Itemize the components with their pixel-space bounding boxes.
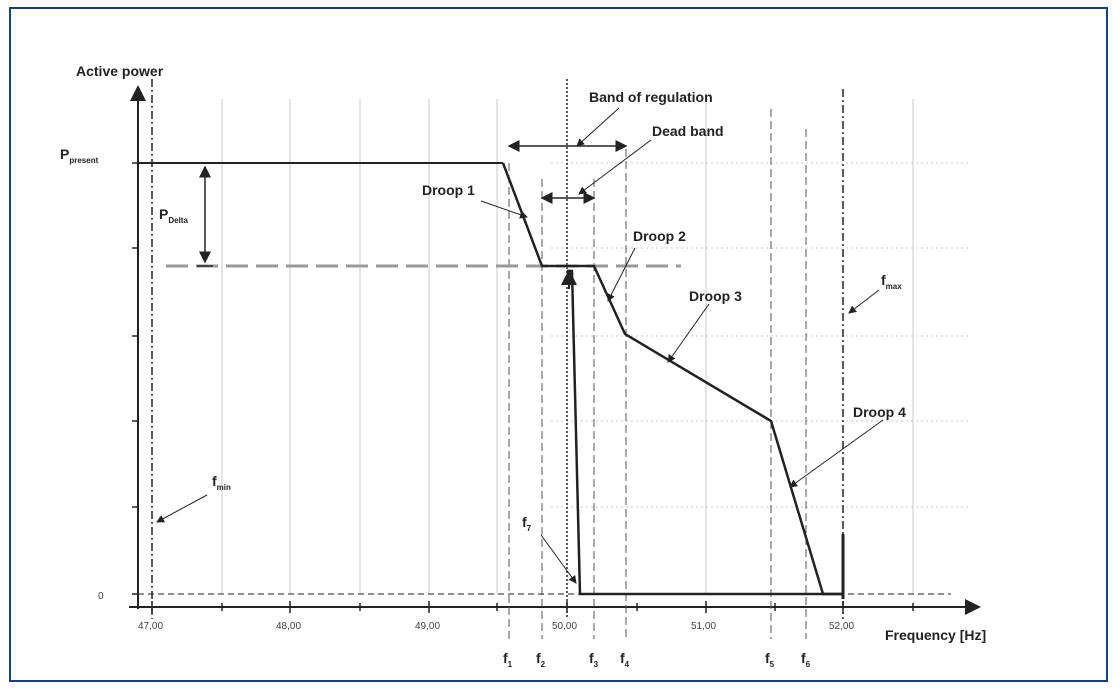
droop-4-label: Droop 4: [853, 404, 906, 420]
x-tick-label: 52,00: [829, 621, 854, 632]
y-axis-label: Active power: [76, 63, 164, 79]
x-tick-label: 50,00: [552, 621, 577, 632]
droop-1-label: Droop 1: [422, 182, 475, 198]
p-delta-label: PDelta: [159, 206, 188, 225]
f1-label: f1: [503, 650, 513, 669]
x-tick-label: 48,00: [276, 621, 301, 632]
f-max-label: fmax: [881, 272, 902, 291]
dead-band-label: Dead band: [652, 123, 724, 139]
band-of-regulation-label: Band of regulation: [589, 89, 713, 105]
p-present-label: Ppresent: [60, 146, 99, 165]
f-min-label: fmin: [212, 473, 231, 492]
x-tick-label: 49,00: [415, 621, 440, 632]
x-tick-label: 51,00: [691, 621, 716, 632]
f7-drop-curve: [567, 269, 843, 596]
grid-vertical: [221, 99, 914, 594]
droop-2-label: Droop 2: [633, 228, 686, 244]
f-marker-lines: [508, 109, 807, 639]
zero-label: 0: [98, 591, 104, 602]
f6-label: f6: [801, 650, 811, 669]
droop-3-label: Droop 3: [689, 288, 742, 304]
leader-lines: [156, 107, 884, 584]
f4-label: f4: [620, 650, 630, 669]
frequency-power-diagram: Active power Frequency [Hz] Ppresent PDe…: [60, 63, 986, 669]
x-axis-label: Frequency [Hz]: [885, 627, 986, 643]
f3-label: f3: [589, 650, 599, 669]
f2-label: f2: [536, 650, 546, 669]
f5-label: f5: [765, 650, 775, 669]
f7-label: f7: [522, 514, 532, 533]
y-axis-ticks: [132, 162, 138, 595]
diagram-frame: Active power Frequency [Hz] Ppresent PDe…: [9, 7, 1108, 682]
grid-horizontal: [551, 162, 971, 508]
x-tick-label: 47,00: [138, 621, 163, 632]
